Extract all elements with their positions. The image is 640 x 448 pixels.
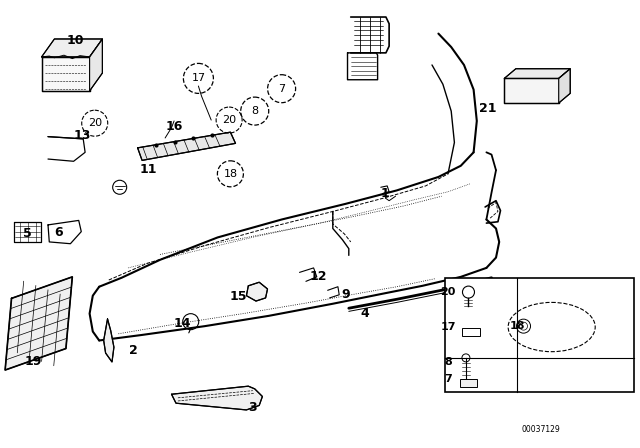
Polygon shape (504, 69, 570, 78)
Bar (445, 278, 634, 392)
Text: 7: 7 (278, 84, 285, 94)
Polygon shape (559, 69, 570, 103)
Text: 5: 5 (23, 227, 32, 241)
Bar (460, 379, 477, 387)
Text: 6: 6 (54, 226, 63, 240)
Polygon shape (42, 57, 90, 91)
Text: 14: 14 (173, 317, 191, 330)
Text: 1: 1 (381, 187, 390, 200)
Text: 9: 9 (341, 288, 350, 302)
Polygon shape (138, 132, 236, 160)
Text: 3: 3 (248, 401, 257, 414)
Bar (462, 328, 480, 336)
Text: 13: 13 (73, 129, 91, 142)
Polygon shape (246, 282, 268, 301)
Polygon shape (90, 39, 102, 91)
Text: 12: 12 (310, 270, 328, 284)
Text: 18: 18 (223, 169, 237, 179)
Text: 2: 2 (129, 344, 138, 357)
Polygon shape (172, 386, 262, 410)
Text: 16: 16 (165, 120, 183, 133)
Text: 15: 15 (229, 290, 247, 303)
Text: 00037129: 00037129 (522, 425, 560, 434)
Text: 18: 18 (509, 321, 525, 331)
Text: 17: 17 (440, 322, 456, 332)
Polygon shape (104, 319, 114, 362)
Text: 20: 20 (222, 115, 236, 125)
Text: 17: 17 (191, 73, 205, 83)
Text: 7: 7 (444, 374, 452, 383)
Text: 8: 8 (251, 106, 259, 116)
Polygon shape (504, 78, 559, 103)
Text: 21: 21 (479, 102, 497, 115)
Text: 10: 10 (67, 34, 84, 47)
Polygon shape (42, 39, 102, 57)
Text: 4: 4 (360, 307, 369, 320)
Polygon shape (5, 277, 72, 370)
Text: 11: 11 (140, 163, 157, 176)
Text: 8: 8 (444, 357, 452, 367)
Text: 20: 20 (440, 287, 456, 297)
Text: 19: 19 (24, 355, 42, 369)
Text: 20: 20 (88, 118, 102, 128)
